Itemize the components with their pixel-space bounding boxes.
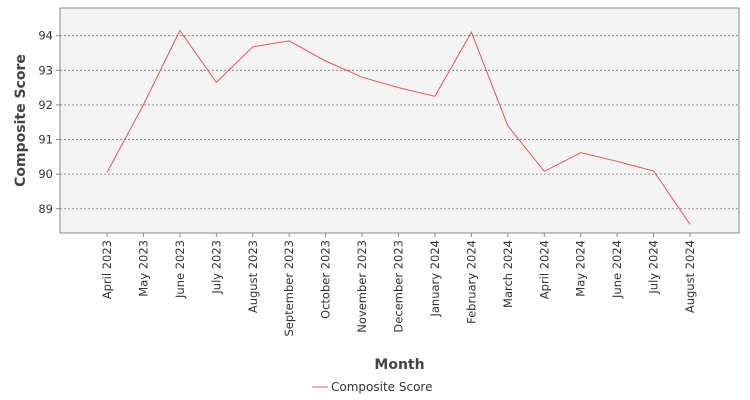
x-tick-label: November 2023 <box>355 240 369 333</box>
gridlines <box>60 35 739 210</box>
x-tick-label: October 2023 <box>319 240 333 319</box>
x-tick-label: July 2023 <box>209 240 223 295</box>
x-tick-label: July 2024 <box>647 240 661 295</box>
x-tick-label: December 2023 <box>392 240 406 333</box>
y-tick-label: 90 <box>38 167 53 181</box>
x-tick-label: February 2024 <box>464 240 478 324</box>
y-axis-ticks: 89 90 91 92 93 94 <box>38 29 60 216</box>
x-tick-label: September 2023 <box>282 240 296 337</box>
legend: Composite Score <box>312 380 432 394</box>
y-axis-title: Composite Score <box>13 54 29 187</box>
x-tick-label: August 2024 <box>683 240 697 313</box>
y-tick-label: 94 <box>38 29 53 43</box>
y-tick-label: 93 <box>38 63 53 77</box>
x-tick-label: June 2024 <box>610 240 624 299</box>
plot-area <box>59 7 740 234</box>
x-tick-label: January 2024 <box>428 240 442 318</box>
x-tick-label: March 2024 <box>501 240 515 308</box>
y-tick-label: 91 <box>38 133 53 147</box>
series-line-composite-score <box>106 29 691 225</box>
x-tick-label: April 2023 <box>100 240 114 299</box>
x-tick-label: May 2023 <box>136 240 150 297</box>
x-axis-title: Month <box>374 357 424 373</box>
legend-label: Composite Score <box>331 380 432 394</box>
x-tick-label: May 2024 <box>574 240 588 297</box>
y-tick-label: 92 <box>38 98 53 112</box>
x-tick-label: June 2023 <box>173 240 187 299</box>
x-axis-ticks: April 2023 May 2023 June 2023 July 2023 Augu… <box>100 233 697 337</box>
y-tick-label: 89 <box>38 202 53 216</box>
x-tick-label: April 2024 <box>537 240 551 299</box>
x-tick-label: August 2023 <box>246 240 260 313</box>
